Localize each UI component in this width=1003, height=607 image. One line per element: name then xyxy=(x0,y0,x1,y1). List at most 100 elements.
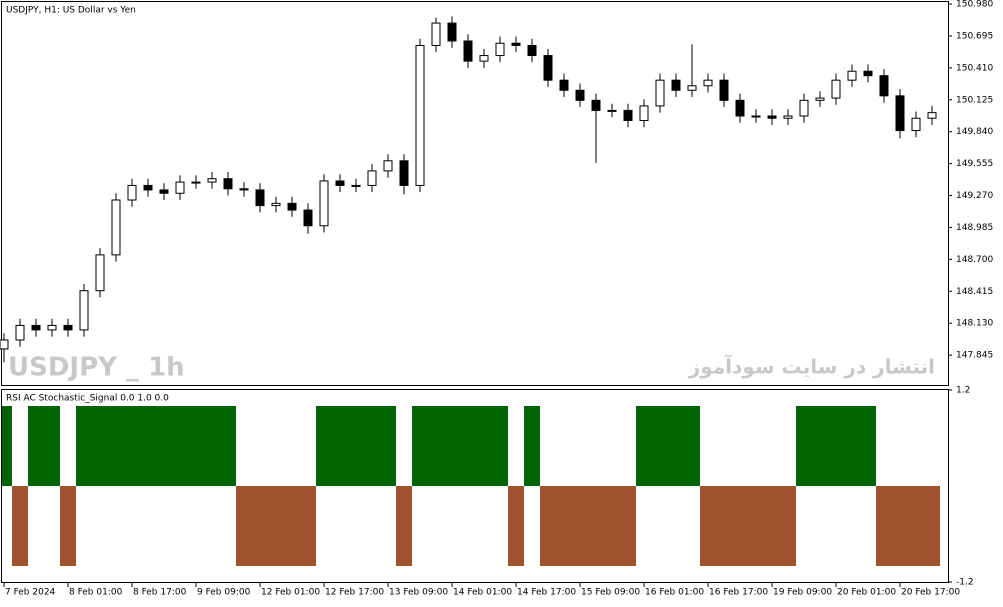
signal-bar xyxy=(844,406,860,486)
candle-body xyxy=(47,324,57,331)
candle-body xyxy=(303,209,313,227)
signal-bar xyxy=(572,486,588,566)
y-tick-label: 150.980 xyxy=(956,0,993,10)
candle-body xyxy=(335,180,345,186)
x-tick-label: 20 Feb 01:00 xyxy=(837,588,896,598)
signal-bar xyxy=(108,406,124,486)
candle-body xyxy=(911,117,921,132)
signal-bar xyxy=(508,486,524,566)
signal-bar xyxy=(540,486,556,566)
candle-body xyxy=(223,178,233,190)
signal-bar xyxy=(876,486,892,566)
y-tick-label: 149.555 xyxy=(956,159,993,169)
signal-bar xyxy=(284,486,300,566)
candle-body xyxy=(639,105,649,121)
signal-bar xyxy=(156,406,172,486)
x-tick-label: 16 Feb 01:00 xyxy=(645,588,704,598)
signal-bar xyxy=(700,486,716,566)
signal-bar xyxy=(588,486,604,566)
signal-bar xyxy=(796,406,812,486)
x-tick-label: 8 Feb 01:00 xyxy=(69,588,123,598)
signal-bar xyxy=(492,406,508,486)
candle-body xyxy=(351,184,361,187)
signal-bar xyxy=(252,486,268,566)
candle-body xyxy=(271,202,281,207)
x-tick-label: 8 Feb 17:00 xyxy=(133,588,187,598)
signal-bar xyxy=(76,406,92,486)
candle-body xyxy=(831,79,841,99)
signal-bar xyxy=(620,486,636,566)
candle-body xyxy=(287,202,297,211)
candle-body xyxy=(143,184,153,191)
x-tick-label: 15 Feb 09:00 xyxy=(581,588,640,598)
candle-body xyxy=(127,184,137,201)
y-tick-label: -1.2 xyxy=(956,578,974,588)
y-tick-label: 148.985 xyxy=(956,223,993,233)
signal-bar xyxy=(348,406,364,486)
candle-body xyxy=(815,97,825,101)
candle-body xyxy=(735,99,745,117)
candle-body xyxy=(895,95,905,132)
signal-bar xyxy=(44,406,60,486)
signal-bar xyxy=(396,486,412,566)
signal-bar xyxy=(460,406,476,486)
candle-body xyxy=(495,42,505,57)
candle-body xyxy=(383,160,393,172)
signal-bar xyxy=(220,406,236,486)
candle-body xyxy=(863,70,873,77)
watermark: USDJPY _ 1h xyxy=(8,353,185,383)
candle-body xyxy=(255,189,265,207)
candle-body xyxy=(575,89,585,101)
y-tick-label: 1.2 xyxy=(956,386,970,396)
y-tick-label: 149.840 xyxy=(956,127,993,137)
x-tick-label: 12 Feb 01:00 xyxy=(261,588,320,598)
candle-body xyxy=(463,40,473,62)
candle-body xyxy=(239,188,249,191)
signal-bar xyxy=(604,486,620,566)
signal-bar xyxy=(636,406,652,486)
signal-bar xyxy=(908,486,924,566)
candle-body xyxy=(703,79,713,87)
signal-bar xyxy=(764,486,780,566)
x-tick-label: 16 Feb 17:00 xyxy=(709,588,768,598)
candle-body xyxy=(63,324,73,331)
y-tick-label: 148.130 xyxy=(956,319,993,329)
candle-body xyxy=(527,44,537,57)
signal-bar xyxy=(268,486,284,566)
signal-bar xyxy=(316,406,332,486)
candle-body xyxy=(719,79,729,101)
signal-bar xyxy=(668,406,684,486)
x-tick-label: 7 Feb 2024 xyxy=(5,588,56,598)
candle-body xyxy=(479,55,489,62)
candle-body xyxy=(79,290,89,331)
signal-bar xyxy=(780,486,796,566)
signal-bar xyxy=(300,486,316,566)
signal-bar xyxy=(236,486,252,566)
candle-body xyxy=(927,112,937,119)
candle-body xyxy=(591,99,601,111)
signal-bar xyxy=(2,406,12,486)
candle-body xyxy=(415,44,425,186)
candle-body xyxy=(159,189,169,194)
candle-body xyxy=(0,339,9,350)
y-tick-label: 147.845 xyxy=(956,351,993,361)
annotation: انتشار در سایت سودآموز xyxy=(688,354,935,379)
signal-bar xyxy=(140,406,156,486)
x-tick-label: 14 Feb 01:00 xyxy=(453,588,512,598)
signal-bar xyxy=(892,486,908,566)
signal-bar xyxy=(556,486,572,566)
signal-bar xyxy=(860,406,876,486)
candle-body xyxy=(319,180,329,227)
signal-bar xyxy=(332,406,348,486)
x-tick-label: 13 Feb 09:00 xyxy=(389,588,448,598)
candle-body xyxy=(751,115,761,118)
candle-body xyxy=(447,22,457,42)
candle-body xyxy=(799,99,809,117)
signal-bar xyxy=(684,406,700,486)
x-tick-label: 9 Feb 09:00 xyxy=(197,588,251,598)
chart-title: USDJPY, H1: US Dollar vs Yen xyxy=(6,6,136,16)
x-tick-label: 19 Feb 09:00 xyxy=(773,588,832,598)
candle-body xyxy=(671,79,681,91)
signal-bar xyxy=(812,406,828,486)
